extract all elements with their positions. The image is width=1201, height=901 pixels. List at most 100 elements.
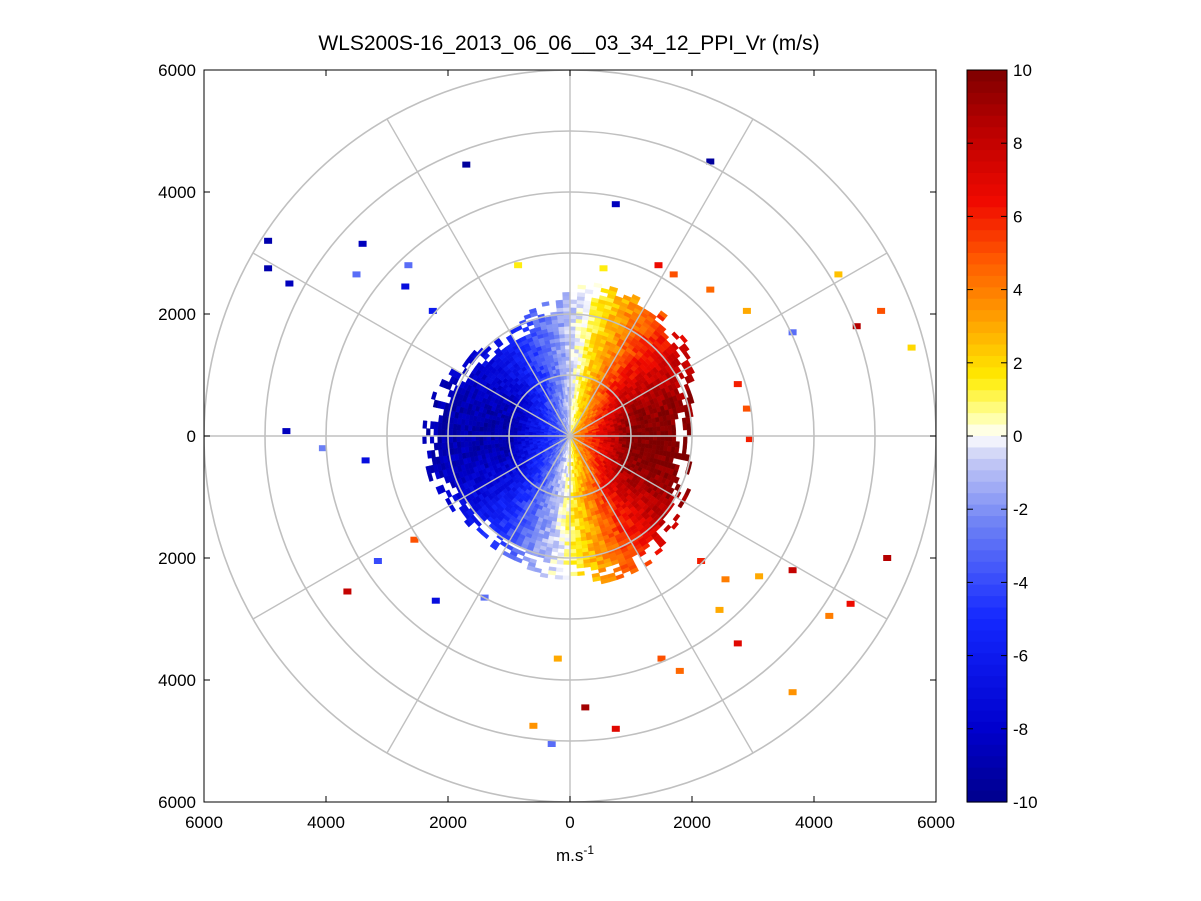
velocity-cell <box>438 449 444 457</box>
colorbar-tick-label: 2 <box>1013 354 1022 373</box>
velocity-cell <box>574 333 581 339</box>
velocity-cell <box>558 329 565 335</box>
velocity-cell <box>569 533 576 539</box>
velocity-cell <box>441 435 446 443</box>
velocity-cell <box>683 435 688 443</box>
velocity-cell <box>577 506 583 512</box>
velocity-cell <box>498 442 504 448</box>
velocity-cell <box>437 435 442 444</box>
sparse-return <box>343 588 352 595</box>
velocity-cell <box>576 296 585 301</box>
velocity-cell <box>478 435 484 442</box>
velocity-cell <box>637 428 643 433</box>
velocity-cell <box>663 440 669 447</box>
velocity-cell <box>688 396 695 404</box>
velocity-cell <box>541 301 550 307</box>
velocity-cell <box>564 341 571 346</box>
velocity-cell <box>475 440 480 447</box>
velocity-cell <box>558 537 565 543</box>
x-axis-label-superscript: -1 <box>583 843 594 857</box>
velocity-cell <box>573 514 579 520</box>
colorbar-level <box>967 561 1007 574</box>
velocity-cell <box>494 427 499 433</box>
velocity-cell <box>563 318 571 323</box>
velocity-cell <box>471 425 477 432</box>
colorbar-level <box>967 344 1007 357</box>
velocity-cell <box>475 425 480 432</box>
velocity-cell <box>558 364 564 370</box>
velocity-cell <box>426 450 433 459</box>
velocity-cell <box>564 386 568 392</box>
velocity-cell <box>559 526 566 531</box>
colorbar-level <box>967 470 1007 483</box>
velocity-cell <box>671 435 677 442</box>
velocity-cell <box>637 439 643 444</box>
velocity-cell <box>562 575 571 580</box>
velocity-cell <box>482 440 488 446</box>
colorbar-tick-label: 6 <box>1013 207 1022 226</box>
colorbar-level <box>967 115 1007 128</box>
velocity-cell <box>648 444 653 450</box>
velocity-cell <box>633 439 639 444</box>
velocity-cell <box>569 292 578 297</box>
velocity-cell <box>452 429 457 437</box>
plot-area: 6000 4000 2000 0 2000 4000 6000 6000 4000 2000 0 2… <box>158 61 955 832</box>
bearing-spoke <box>569 435 754 754</box>
colorbar-level <box>967 298 1007 311</box>
sparse-return <box>410 536 419 543</box>
colorbar-tick-label: 8 <box>1013 134 1022 153</box>
velocity-cell <box>559 368 564 373</box>
velocity-cell <box>569 526 576 531</box>
velocity-cell <box>437 428 442 437</box>
velocity-cell <box>572 488 577 493</box>
velocity-cell <box>486 427 492 433</box>
velocity-cell <box>671 441 677 448</box>
colorbar-level <box>967 310 1007 323</box>
sparse-return <box>282 428 291 435</box>
sparse-return <box>697 558 706 564</box>
sparse-return <box>401 283 410 290</box>
velocity-cell <box>564 382 568 388</box>
colorbar-tick-label: -4 <box>1013 573 1028 592</box>
colorbar-level <box>967 653 1007 666</box>
velocity-cell <box>497 439 503 444</box>
bearing-spoke <box>569 435 888 620</box>
velocity-cell <box>583 562 591 568</box>
velocity-cell <box>562 295 571 301</box>
velocity-cell <box>435 485 443 495</box>
velocity-cell <box>563 379 568 384</box>
bearing-spoke <box>386 435 571 754</box>
colorbar-level <box>967 207 1007 220</box>
velocity-cell <box>682 351 691 361</box>
velocity-cell <box>562 303 571 308</box>
velocity-cell <box>426 428 431 437</box>
sparse-return <box>404 262 413 269</box>
velocity-cell <box>562 363 567 369</box>
colorbar-level <box>967 790 1007 803</box>
velocity-cell <box>520 438 526 442</box>
velocity-cell <box>439 378 446 388</box>
velocity-cell <box>572 492 577 497</box>
velocity-cell <box>611 431 616 435</box>
velocity-cell <box>557 318 565 324</box>
sparse-return <box>285 280 294 287</box>
velocity-cell <box>573 507 579 512</box>
velocity-cell <box>575 326 582 331</box>
velocity-cell <box>547 570 557 576</box>
colorbar-level <box>967 230 1007 243</box>
velocity-cell <box>569 318 577 323</box>
velocity-cell <box>478 430 484 437</box>
velocity-cell <box>467 430 473 437</box>
x-tick-label: 2000 <box>673 813 711 832</box>
sparse-return <box>846 600 855 607</box>
velocity-cell <box>622 429 627 434</box>
velocity-cell <box>575 541 582 546</box>
velocity-cell <box>573 499 578 505</box>
velocity-cell <box>608 285 619 293</box>
velocity-cell <box>674 446 680 454</box>
colorbar-level <box>967 378 1007 391</box>
colorbar-level <box>967 92 1007 105</box>
velocity-cell <box>573 510 579 516</box>
velocity-cell <box>574 337 581 343</box>
sparse-return <box>788 567 797 574</box>
